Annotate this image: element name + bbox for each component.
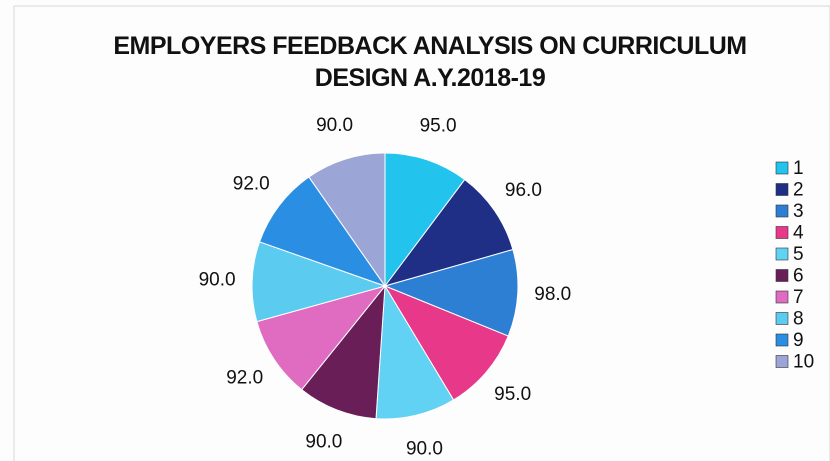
frame (13, 5, 830, 461)
legend-label: 10 (793, 352, 814, 373)
legend-label: 5 (793, 244, 804, 265)
legend-label: 6 (793, 266, 804, 287)
data-label: 92.0 (226, 367, 263, 388)
chart-title: EMPLOYERS FEEDBACK ANALYSIS ON CURRICULU… (113, 32, 747, 92)
pie-slice (308, 152, 386, 288)
legend-swatch (775, 183, 789, 196)
legend-swatch (775, 290, 789, 304)
legend-swatch (775, 161, 789, 175)
pie-slice (383, 178, 514, 287)
data-label: 92.0 (233, 173, 270, 194)
pie-slice (383, 284, 509, 401)
pie-slice (251, 241, 387, 323)
legend-label: 7 (793, 287, 804, 308)
legend-label: 4 (793, 223, 804, 244)
legend-swatch (775, 226, 789, 239)
legend-swatch (775, 333, 789, 347)
pie-slice (258, 176, 387, 287)
legend-label: 9 (793, 330, 804, 351)
pie-slice (375, 284, 455, 420)
legend-label: 3 (793, 201, 804, 222)
data-label: 96.0 (505, 180, 542, 201)
data-label: 90.0 (316, 115, 353, 136)
pie-slice (384, 152, 466, 288)
pie-slice (383, 248, 519, 337)
legend-swatch (775, 247, 789, 261)
legend-swatch (775, 204, 789, 218)
data-label: 90.0 (199, 269, 236, 290)
data-label: 95.0 (420, 116, 457, 137)
legend-label: 1 (793, 158, 804, 179)
data-label: 98.0 (534, 284, 571, 305)
legend-swatch (775, 355, 789, 368)
data-label: 90.0 (305, 432, 342, 453)
legend-label: 8 (793, 309, 804, 330)
data-label: 95.0 (494, 384, 531, 405)
pie-slice (256, 285, 387, 391)
pie-slice (300, 284, 386, 420)
legend-swatch (775, 269, 789, 282)
legend-swatch (775, 312, 789, 325)
data-label: 90.0 (406, 438, 443, 459)
legend-label: 2 (793, 180, 804, 201)
